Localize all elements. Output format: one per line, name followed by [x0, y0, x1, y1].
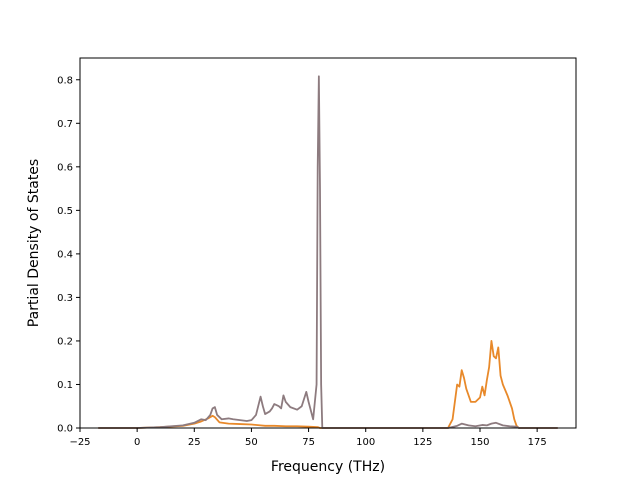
- x-tick-label: 75: [302, 437, 315, 448]
- x-axis-label: Frequency (THz): [271, 459, 385, 475]
- x-tick-label: −25: [69, 437, 90, 448]
- plot-frame: [79, 57, 577, 429]
- series-line-1: [98, 340, 558, 429]
- x-tick-label: 175: [528, 437, 547, 448]
- x-tick-label: 150: [470, 437, 489, 448]
- x-tick-label: 0: [134, 437, 140, 448]
- y-tick-label: 0.2: [57, 336, 73, 347]
- y-tick-label: 0.3: [57, 293, 73, 304]
- x-tick-label: 125: [413, 437, 432, 448]
- y-tick-label: 0.4: [57, 249, 73, 260]
- y-tick-label: 0.5: [57, 206, 73, 217]
- x-tick-label: 25: [188, 437, 201, 448]
- series-line-2: [98, 75, 558, 429]
- series-layer: [98, 75, 558, 429]
- x-tick-label: 50: [245, 437, 258, 448]
- y-tick-label: 0.1: [57, 380, 73, 391]
- x-tick-label: 100: [356, 437, 375, 448]
- y-tick-label: 0.8: [57, 75, 73, 86]
- y-tick-label: 0.7: [57, 119, 73, 130]
- x-axis-ticks: −25 0 25 50 75 100 125 150 175: [69, 428, 547, 448]
- y-axis-label: Partial Density of States: [26, 159, 42, 327]
- y-axis-ticks: 0.0 0.1 0.2 0.3 0.4 0.5 0.6 0.7 0.8: [57, 75, 80, 435]
- y-tick-label: 0.6: [57, 162, 73, 173]
- y-tick-label: 0.0: [57, 424, 73, 435]
